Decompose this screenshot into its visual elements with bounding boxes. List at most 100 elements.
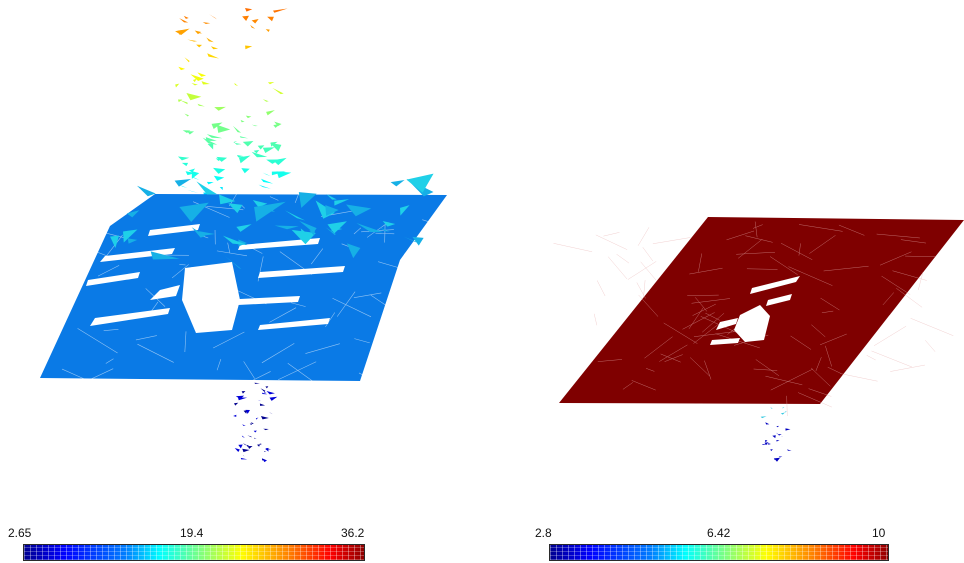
left-colorbar: [23, 544, 365, 561]
mesh-triangle: [245, 115, 252, 119]
mesh-edge: [179, 264, 186, 266]
mesh-edge: [798, 224, 843, 232]
mesh-triangle: [175, 28, 190, 36]
mesh-triangle: [299, 220, 317, 233]
mesh-edge: [752, 224, 763, 229]
mesh-edge: [409, 261, 420, 277]
left-lower-spike: [233, 382, 278, 463]
mesh-edge: [553, 243, 593, 252]
mesh-edge: [745, 235, 773, 243]
mesh-edge: [827, 366, 842, 374]
mesh-triangle: [760, 416, 767, 419]
mesh-triangle: [267, 16, 274, 22]
mesh-edge: [103, 329, 119, 331]
mesh-edge: [687, 294, 719, 296]
mesh-triangle: [179, 18, 189, 23]
mesh-triangle: [214, 106, 226, 111]
left-upper-spike: [175, 8, 292, 197]
mesh-edge: [644, 336, 673, 359]
mesh-triangle: [236, 224, 252, 232]
mesh-triangle: [772, 435, 776, 439]
mesh-triangle: [182, 130, 191, 134]
mesh-edge: [871, 350, 913, 368]
mesh-triangle: [315, 200, 335, 219]
mesh-edge: [77, 328, 118, 354]
mesh-edge: [881, 275, 911, 295]
mesh-triangle: [222, 235, 248, 246]
mesh-triangle: [238, 155, 251, 164]
mesh-triangle: [197, 72, 207, 77]
mesh-edge: [241, 205, 245, 209]
mesh-edge: [294, 191, 300, 204]
mesh-triangle: [213, 167, 226, 174]
mesh-triangle: [238, 239, 247, 247]
mesh-edge: [595, 234, 628, 250]
mesh-edge: [705, 312, 720, 321]
mesh-triangle: [254, 437, 257, 439]
mesh-triangle: [216, 156, 228, 162]
mesh-triangle: [406, 173, 434, 193]
mesh-triangle: [239, 136, 249, 139]
mesh-triangle: [284, 210, 306, 221]
mesh-triangle: [250, 24, 256, 29]
mesh-edge: [49, 291, 72, 305]
mesh-edge: [184, 331, 187, 353]
mesh-triangle: [261, 458, 266, 460]
mesh-triangle: [390, 179, 405, 187]
mesh-triangle: [784, 411, 788, 413]
mesh-triangle: [245, 45, 253, 50]
mesh-edge: [896, 287, 923, 308]
mesh-triangle: [334, 199, 350, 206]
mesh-triangle: [776, 439, 780, 442]
mesh-triangle: [178, 66, 186, 71]
mesh-triangle: [177, 99, 183, 103]
mesh-edge: [770, 368, 814, 391]
mesh-triangle: [197, 103, 205, 107]
mesh-triangle: [136, 185, 156, 197]
mesh-triangle: [202, 22, 211, 24]
mesh-triangle: [264, 451, 267, 452]
mesh-edge: [287, 363, 315, 383]
mesh-triangle: [298, 192, 317, 208]
mesh-triangle: [253, 430, 257, 433]
mesh-triangle: [191, 83, 198, 86]
mesh-edge: [659, 344, 688, 362]
mesh-triangle: [234, 448, 240, 452]
mesh-triangle: [183, 15, 189, 19]
mesh-triangle: [232, 125, 242, 133]
mesh-triangle: [787, 449, 792, 451]
mesh-edge: [291, 302, 306, 307]
mesh-triangle: [177, 156, 190, 161]
mesh-triangle: [400, 205, 410, 216]
mesh-triangle: [242, 455, 245, 457]
mesh-triangle: [267, 82, 275, 85]
mesh-edge: [691, 298, 731, 304]
mesh-edge: [213, 331, 245, 349]
mesh-edge: [243, 361, 255, 379]
mesh-triangle: [197, 31, 203, 34]
mesh-triangle: [242, 424, 246, 426]
mesh-triangle: [179, 202, 209, 223]
mesh-edge: [216, 250, 248, 257]
mesh-triangle: [300, 228, 308, 235]
mesh-edge: [227, 242, 231, 253]
mesh-triangle: [762, 443, 769, 445]
mesh-triangle: [177, 30, 184, 36]
mesh-edge: [305, 343, 340, 354]
mesh-edge: [873, 325, 907, 346]
mesh-edge: [394, 305, 427, 321]
mesh-triangle: [240, 119, 245, 123]
mesh-triangle: [255, 417, 259, 420]
mesh-triangle: [785, 428, 791, 431]
mesh-triangle: [260, 178, 274, 184]
mesh-triangle: [257, 145, 265, 150]
mesh-edge: [622, 382, 634, 390]
mesh-triangle: [250, 421, 254, 425]
mesh-edge: [45, 268, 81, 289]
mesh-edge: [402, 279, 435, 304]
mesh-edge: [798, 392, 832, 408]
mesh-triangle: [272, 87, 284, 95]
mesh-edge: [137, 343, 174, 363]
mesh-triangle: [253, 149, 260, 154]
